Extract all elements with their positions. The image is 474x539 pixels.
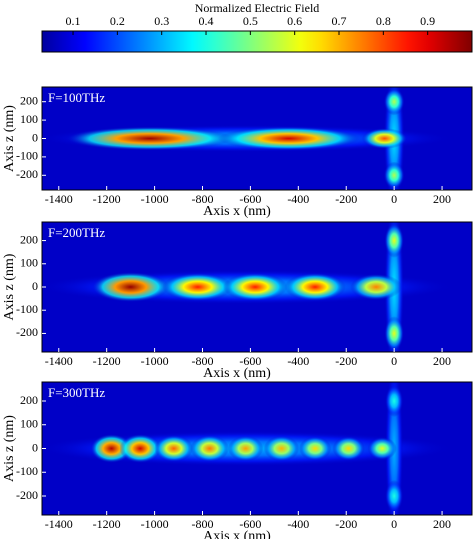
x-tick-label: -1200 xyxy=(93,517,121,531)
field-hotspot xyxy=(217,126,360,151)
y-tick-label: -200 xyxy=(16,167,38,181)
x-tick-label: -1200 xyxy=(93,354,121,368)
x-tick-label: -1200 xyxy=(93,192,121,206)
x-tick-label: -1000 xyxy=(141,192,169,206)
y-tick-label: -100 xyxy=(16,464,38,478)
colorbar-tick-label: 0.7 xyxy=(332,14,347,28)
y-tick-label: -200 xyxy=(16,325,38,339)
field-hotspot xyxy=(384,316,404,351)
y-axis-label: Axis z (nm) xyxy=(2,253,17,320)
field-hotspot xyxy=(383,88,405,116)
x-tick-label: -600 xyxy=(239,354,261,368)
field-hotspot xyxy=(119,434,162,463)
x-tick-label: -800 xyxy=(192,354,214,368)
x-tick-label: -800 xyxy=(192,192,214,206)
heatmap xyxy=(42,87,453,190)
x-tick-label: -1400 xyxy=(45,354,73,368)
field-hotspot xyxy=(332,436,365,461)
y-tick-label: 100 xyxy=(20,112,38,126)
colorbar-tick-label: 0.3 xyxy=(154,14,169,28)
x-tick-label: -400 xyxy=(287,354,309,368)
heatmap xyxy=(42,222,453,352)
field-hotspot xyxy=(350,273,403,301)
field-hotspot xyxy=(385,384,404,418)
field-hotspot xyxy=(65,126,234,151)
y-tick-label: -100 xyxy=(16,149,38,163)
panel-label: F=300THz xyxy=(48,385,105,400)
y-axis-label: Axis z (nm) xyxy=(2,105,17,172)
colorbar-tick-label: 0.8 xyxy=(376,14,391,28)
y-tick-label: 200 xyxy=(20,232,38,246)
field-hotspot xyxy=(263,435,300,462)
x-tick-label: -800 xyxy=(192,517,214,531)
x-axis-label: Axis x (nm) xyxy=(203,366,271,381)
field-hotspot xyxy=(383,161,405,189)
x-tick-label: -200 xyxy=(335,354,357,368)
colorbar-tick-label: 0.5 xyxy=(243,14,258,28)
x-tick-label: -600 xyxy=(239,517,261,531)
y-tick-label: -100 xyxy=(16,302,38,316)
x-tick-label: 0 xyxy=(391,517,397,531)
colorbar-tick-label: 0.1 xyxy=(66,14,81,28)
x-tick-label: 200 xyxy=(433,517,451,531)
x-tick-label: -200 xyxy=(335,192,357,206)
x-tick-label: -400 xyxy=(287,192,309,206)
field-hotspot xyxy=(227,435,264,462)
colorbar-tick-label: 0.4 xyxy=(199,14,214,28)
field-hotspot xyxy=(190,435,230,462)
x-tick-label: -400 xyxy=(287,517,309,531)
panel-label: F=200THz xyxy=(48,225,105,240)
y-tick-label: -200 xyxy=(16,488,38,502)
field-hotspot xyxy=(367,436,397,461)
y-axis-label: Axis z (nm) xyxy=(2,415,17,482)
x-tick-label: 200 xyxy=(433,354,451,368)
y-tick-label: 100 xyxy=(20,256,38,270)
x-tick-label: -1400 xyxy=(45,517,73,531)
heatmap xyxy=(42,382,453,515)
y-tick-label: 200 xyxy=(20,393,38,407)
x-tick-label: 0 xyxy=(391,192,397,206)
x-tick-label: 0 xyxy=(391,354,397,368)
y-tick-label: 0 xyxy=(32,440,38,454)
colorbar-tick-label: 0.6 xyxy=(287,14,302,28)
y-tick-label: 0 xyxy=(32,279,38,293)
colorbar-title: Normalized Electric Field xyxy=(195,1,320,15)
y-tick-label: 100 xyxy=(20,417,38,431)
x-tick-label: -600 xyxy=(239,192,261,206)
field-hotspot xyxy=(284,272,346,302)
field-hotspot xyxy=(298,436,332,461)
field-hotspot xyxy=(222,272,288,302)
field-hotspot xyxy=(90,434,133,463)
x-tick-label: -200 xyxy=(335,517,357,531)
x-tick-label: -1000 xyxy=(141,354,169,368)
field-hotspot xyxy=(385,479,404,513)
field-hotspot xyxy=(91,271,170,303)
colorbar-tick-label: 0.9 xyxy=(420,14,435,28)
y-tick-label: 0 xyxy=(32,130,38,144)
x-axis-label: Axis x (nm) xyxy=(203,204,271,219)
colorbar xyxy=(41,30,473,53)
colorbar-tick-label: 0.2 xyxy=(110,14,125,28)
x-tick-label: -1000 xyxy=(141,517,169,531)
x-tick-label: -1400 xyxy=(45,192,73,206)
x-axis-label: Axis x (nm) xyxy=(203,529,271,539)
field-hotspot xyxy=(154,435,194,462)
y-tick-label: 200 xyxy=(20,93,38,107)
field-hotspot xyxy=(384,223,404,258)
field-hotspot xyxy=(361,128,408,149)
x-tick-label: 200 xyxy=(433,192,451,206)
panel-label: F=100THz xyxy=(48,90,105,105)
field-hotspot xyxy=(162,272,234,302)
